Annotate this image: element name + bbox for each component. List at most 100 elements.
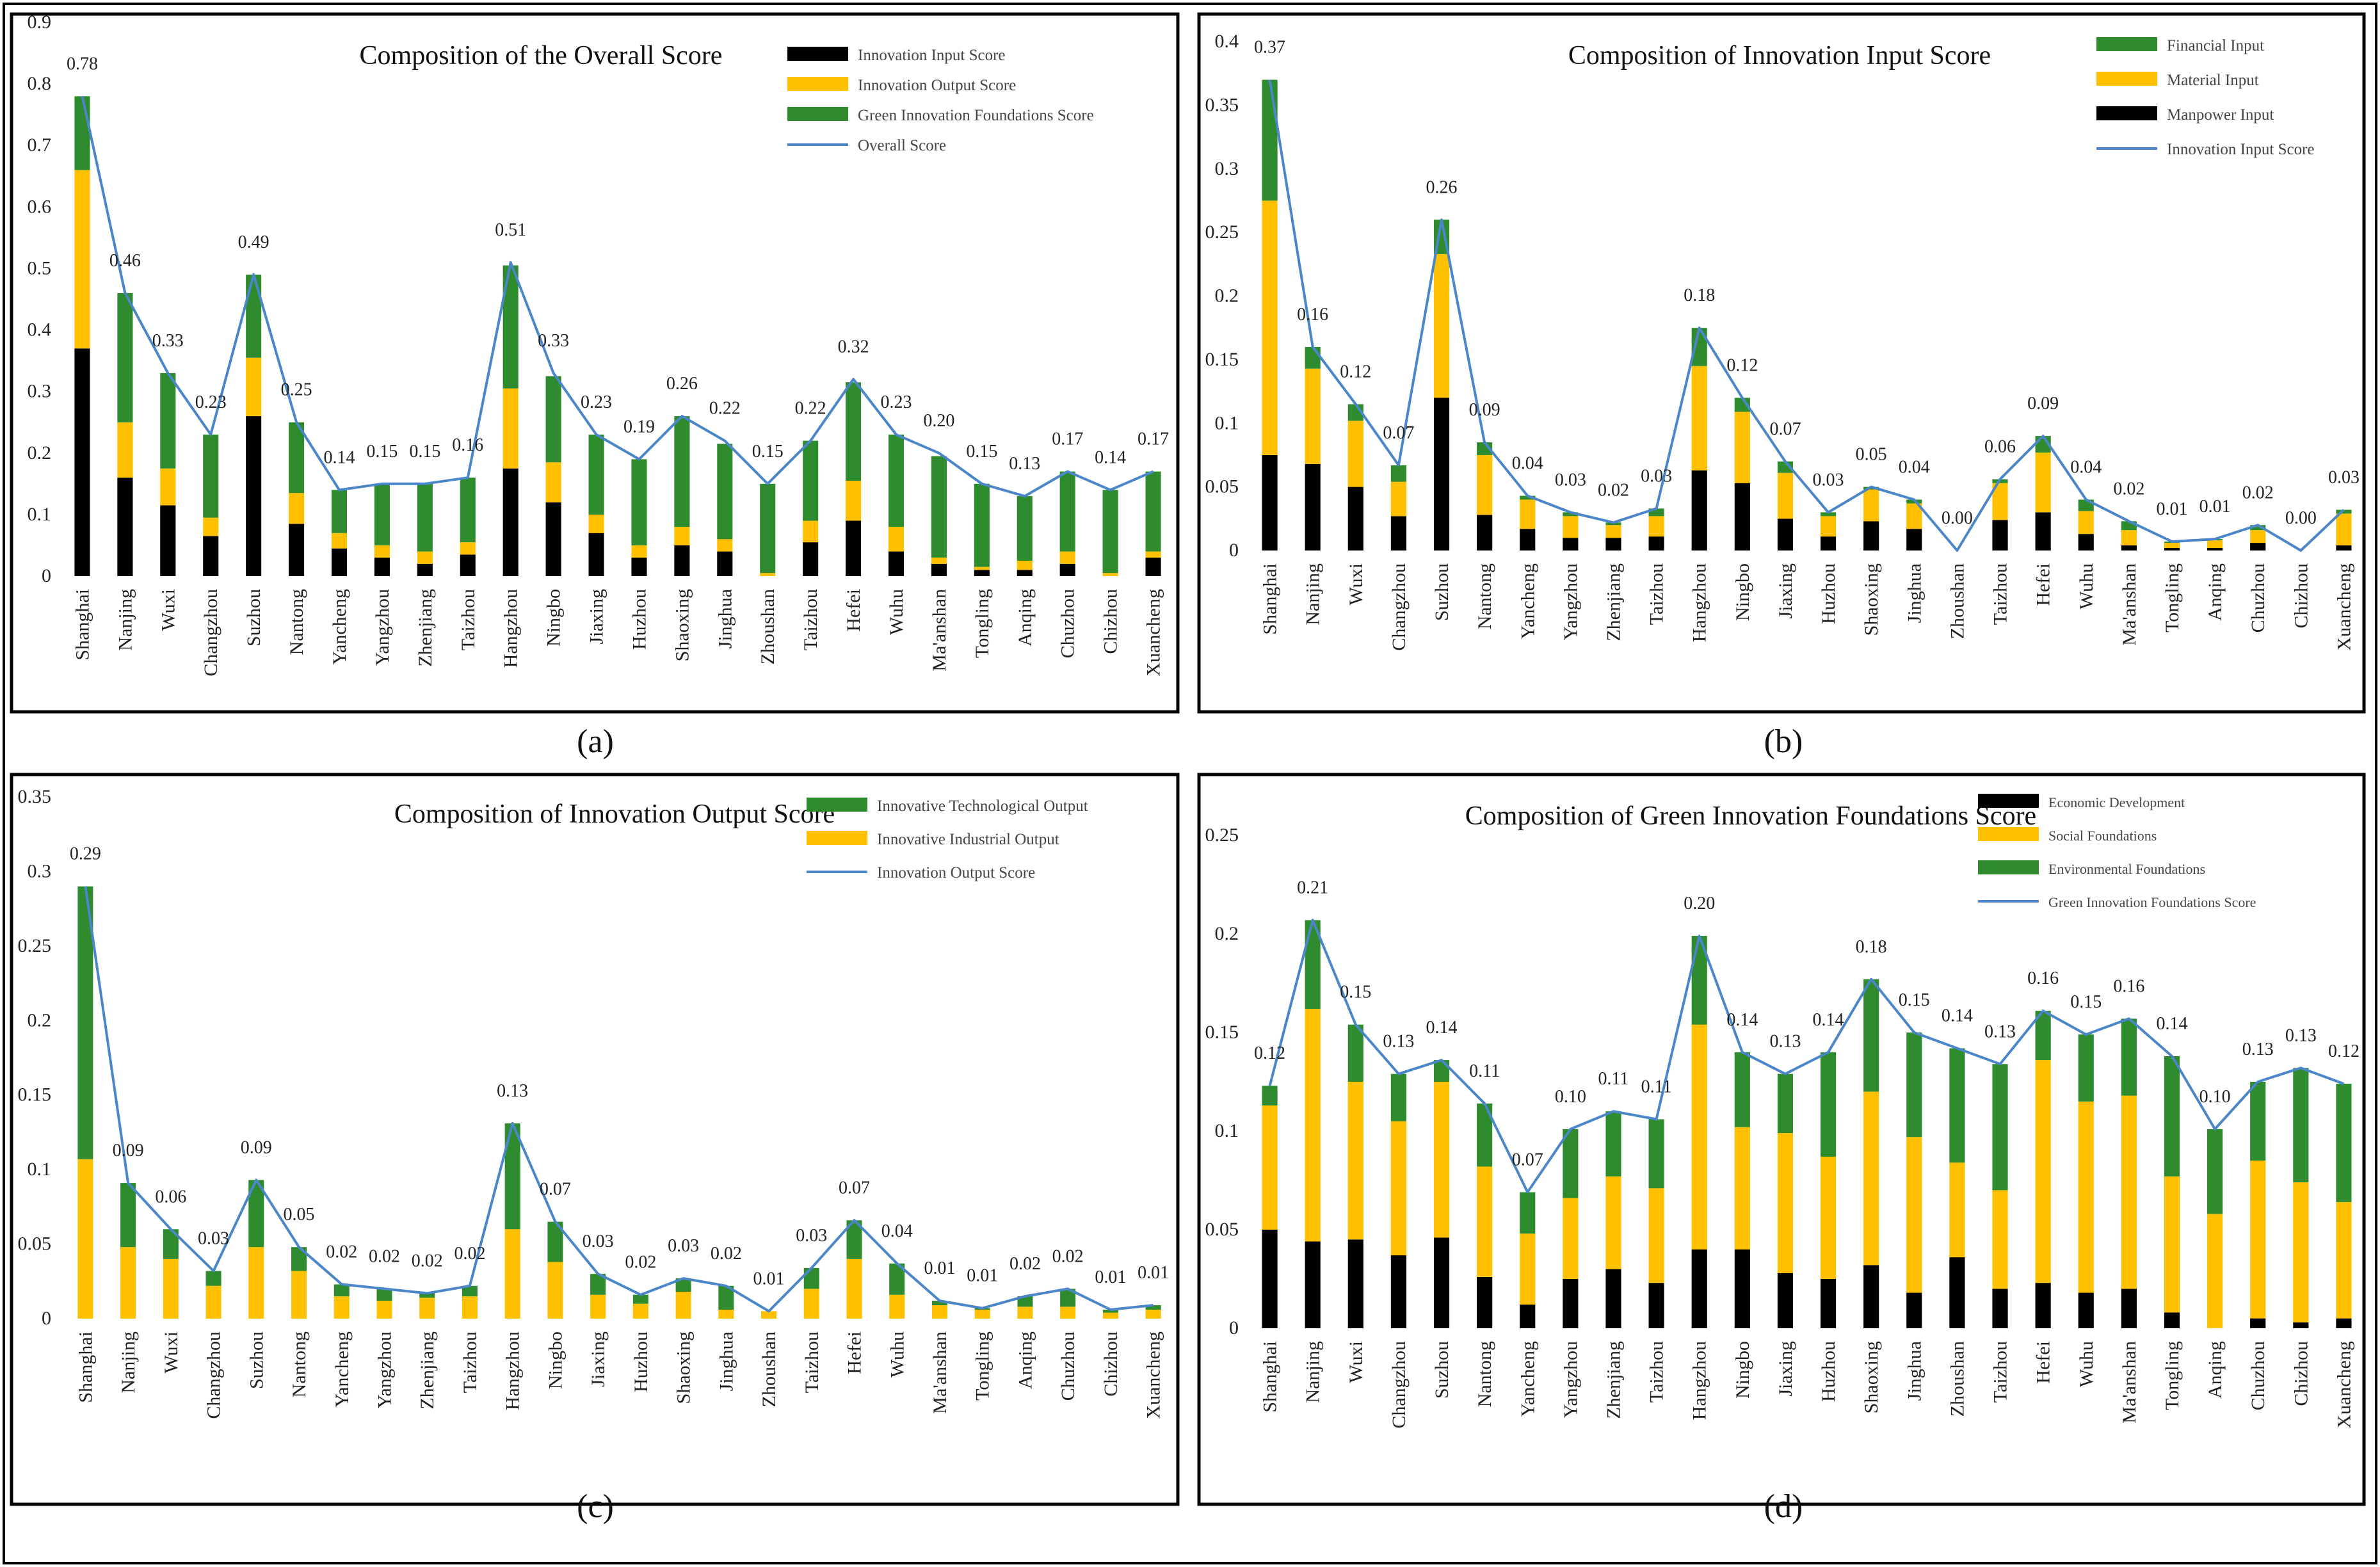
- data-label: 0.15: [409, 442, 440, 462]
- bar-segment: [1734, 1249, 1750, 1328]
- bar-segment: [2035, 1060, 2051, 1283]
- x-tick-label: Wuhu: [887, 1331, 908, 1378]
- x-tick-label: Yangzhou: [374, 1331, 395, 1408]
- bar-segment: [2293, 1322, 2309, 1328]
- bar-segment: [803, 440, 819, 521]
- x-tick-label: Wuxi: [1346, 1341, 1367, 1383]
- bar-segment: [1347, 486, 1363, 550]
- x-tick-label: Nanjing: [115, 589, 136, 651]
- bar-segment: [460, 554, 476, 576]
- legend-swatch: [2096, 72, 2157, 86]
- x-tick-label: Taizhou: [460, 1331, 481, 1393]
- bar-segment: [163, 1258, 179, 1319]
- legend-swatch: [787, 47, 848, 61]
- x-tick-label: Suzhou: [1431, 1341, 1452, 1399]
- x-tick-label: Chuzhou: [2247, 563, 2269, 632]
- bar-segment: [460, 542, 476, 555]
- bar-segment: [632, 1294, 648, 1304]
- data-label: 0.33: [152, 331, 184, 351]
- data-label: 0.02: [1009, 1254, 1041, 1274]
- x-tick-label: Ma'anshan: [2119, 563, 2140, 646]
- data-label: 0.15: [366, 442, 398, 462]
- bar-segment: [631, 558, 647, 576]
- x-tick-label: Hefei: [844, 1331, 865, 1374]
- legend-label: Social Foundations: [2048, 828, 2157, 844]
- bar-segment: [2250, 1082, 2266, 1161]
- x-tick-label: Hefei: [843, 589, 864, 632]
- bar-segment: [1563, 512, 1579, 517]
- y-tick-label: 0.25: [1205, 824, 1239, 846]
- bar-segment: [1906, 1137, 1922, 1293]
- bar-segment: [2078, 534, 2094, 550]
- bar-segment: [846, 1258, 862, 1319]
- data-label: 0.03: [198, 1228, 229, 1248]
- x-tick-label: Jiaxing: [588, 1331, 609, 1387]
- data-label: 0.13: [497, 1081, 528, 1101]
- x-tick-label: Chizhou: [1100, 589, 1122, 654]
- bar-segment: [203, 536, 219, 576]
- bar-segment: [1820, 512, 1837, 517]
- panel-caption: (a): [577, 723, 614, 760]
- bar-segment: [1605, 1111, 1621, 1177]
- x-tick-label: Jinghua: [714, 589, 736, 648]
- bar-segment: [974, 570, 990, 576]
- x-tick-label: Nanjing: [1303, 1341, 1324, 1403]
- bar-segment: [160, 373, 176, 469]
- bar-segment: [2336, 1201, 2352, 1319]
- bar-segment: [717, 444, 733, 540]
- legend-swatch: [787, 77, 848, 91]
- data-label: 0.12: [2328, 1041, 2360, 1061]
- bar-segment: [2293, 1182, 2309, 1322]
- y-tick-label: 0.1: [28, 504, 52, 525]
- x-tick-label: Ma'anshan: [2119, 1341, 2140, 1424]
- x-tick-label: Taizhou: [1646, 1341, 1668, 1402]
- x-tick-label: Wuhu: [2076, 1341, 2097, 1387]
- legend-label: Economic Development: [2048, 794, 2185, 810]
- bar-segment: [419, 1293, 435, 1298]
- x-tick-label: Hefei: [2033, 563, 2054, 606]
- bar-segment: [1347, 1239, 1363, 1328]
- y-tick-label: 0.2: [28, 442, 52, 463]
- data-label: 0.15: [1899, 990, 1930, 1010]
- x-tick-label: Nantong: [1474, 1341, 1495, 1407]
- data-label: 0.14: [1726, 1010, 1758, 1030]
- bar-segment: [1734, 412, 1750, 483]
- data-label: 0.51: [495, 220, 526, 240]
- x-tick-label: Tongling: [972, 1331, 993, 1401]
- bar-segment: [1102, 490, 1118, 574]
- x-tick-label: Ningbo: [543, 589, 565, 647]
- bar-segment: [1477, 454, 1493, 515]
- x-tick-label: Jiaxing: [1775, 1341, 1796, 1397]
- chart-panel-3: 0 0.05 0.1 0.15 0.2 0.25 0.3 0.35 0.29 0.09 0.06 0.…: [10, 773, 1180, 1525]
- bar-segment: [1820, 536, 1837, 550]
- bar-segment: [205, 1271, 221, 1286]
- bar-segment: [1691, 470, 1707, 550]
- data-label: 0.02: [369, 1246, 400, 1266]
- total-line: [81, 95, 1154, 498]
- x-tick-label: Hangzhou: [501, 589, 522, 668]
- legend-swatch: [1978, 827, 2039, 841]
- legend-swatch: [1978, 860, 2039, 874]
- bar-segment: [846, 481, 862, 521]
- data-label: 0.16: [452, 435, 483, 455]
- legend-label: Manpower Input: [2167, 106, 2274, 124]
- x-tick-label: Taizhou: [458, 589, 479, 650]
- data-label: 0.29: [70, 844, 101, 864]
- legend-swatch: [2096, 37, 2157, 51]
- bar-segment: [1433, 253, 1450, 398]
- bar-segment: [588, 434, 604, 515]
- x-tick-label: Tongling: [2162, 563, 2183, 632]
- y-tick-label: 0.3: [28, 381, 52, 402]
- data-label: 0.25: [281, 380, 312, 400]
- bar-segment: [2035, 512, 2051, 550]
- x-tick-label: Suzhou: [246, 1331, 267, 1389]
- bar-segment: [1863, 979, 1879, 1092]
- data-label: 0.18: [1684, 285, 1715, 305]
- data-label: 0.11: [1469, 1061, 1500, 1081]
- bar-segment: [547, 1262, 563, 1319]
- bar-segment: [1433, 1082, 1450, 1238]
- bar-segment: [417, 483, 433, 552]
- data-label: 0.15: [966, 442, 997, 462]
- bar-segment: [246, 357, 262, 417]
- bar-segment: [931, 1301, 947, 1306]
